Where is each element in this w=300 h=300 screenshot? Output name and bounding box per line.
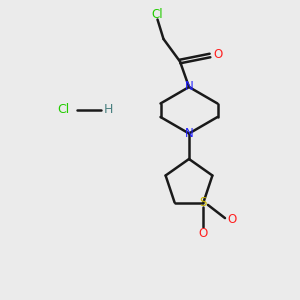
Text: H: H bbox=[103, 103, 113, 116]
Text: N: N bbox=[184, 80, 194, 94]
Text: N: N bbox=[184, 127, 194, 140]
Text: Cl: Cl bbox=[57, 103, 69, 116]
Text: O: O bbox=[227, 213, 236, 226]
Text: Cl: Cl bbox=[152, 8, 163, 21]
Text: O: O bbox=[213, 47, 222, 61]
Text: O: O bbox=[199, 227, 208, 240]
Text: S: S bbox=[200, 196, 207, 209]
